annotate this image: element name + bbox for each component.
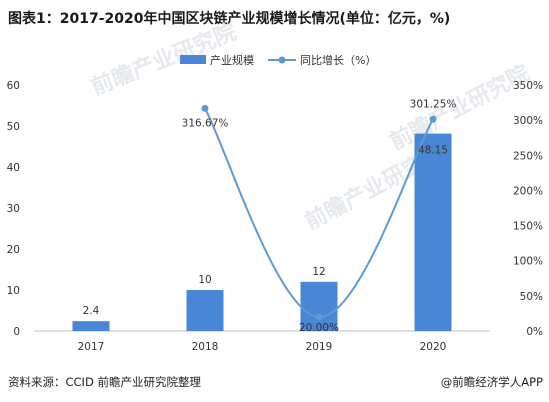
growth-point-2018: [201, 104, 209, 112]
bar-series: [72, 133, 452, 331]
x-tick-label: 2018: [192, 341, 219, 353]
legend-bar-swatch: [180, 55, 206, 64]
growth-point-2020: [429, 115, 437, 123]
bar-2017: [72, 321, 110, 331]
right-tick-label: 350%: [513, 80, 543, 92]
left-tick-label: 40: [7, 162, 20, 174]
x-tick-label: 2020: [420, 341, 447, 353]
right-tick-label: 150%: [513, 221, 543, 233]
right-tick-label: 200%: [513, 185, 543, 197]
growth-label-2020: 301.25%: [410, 98, 457, 110]
x-axis: 2017 2018 2019 2020: [34, 330, 490, 353]
left-tick-label: 10: [7, 285, 20, 297]
legend-line-label: 同比增长（%）: [300, 53, 376, 67]
left-tick-label: 20: [7, 244, 20, 256]
source-note: 资料来源：CCID 前瞻产业研究院整理: [8, 375, 201, 389]
right-tick-label: 50%: [520, 291, 543, 303]
x-tick-label: 2019: [306, 341, 333, 353]
bar-2019: [300, 281, 338, 331]
bar-label-2019: 12: [312, 266, 325, 278]
legend: 产业规模 同比增长（%）: [180, 53, 376, 67]
left-tick-label: 60: [7, 80, 20, 92]
legend-bar-label: 产业规模: [210, 53, 254, 67]
x-tick-label: 2017: [78, 341, 105, 353]
right-tick-label: 250%: [513, 150, 543, 162]
left-tick-label: 30: [7, 203, 20, 215]
right-tick-label: 100%: [513, 256, 543, 268]
left-y-axis: 0 10 20 30 40 50 60: [7, 80, 20, 338]
bar-2018: [186, 290, 224, 331]
bar-label-2020: 48.15: [418, 145, 448, 157]
left-tick-label: 50: [7, 121, 20, 133]
growth-point-2019: [315, 313, 323, 321]
bar-label-2017: 2.4: [83, 305, 100, 317]
chart-title: 图表1：2017-2020年中国区块链产业规模增长情况(单位：亿元，%): [8, 11, 451, 27]
bar-label-2018: 10: [198, 274, 211, 286]
right-y-axis: 0% 50% 100% 150% 200% 250% 300% 350%: [513, 80, 543, 338]
right-tick-label: 300%: [513, 115, 543, 127]
line-series: [201, 104, 437, 321]
watermark-text-2: 前瞻产业研究院: [386, 60, 534, 155]
bar-2020: [414, 133, 452, 331]
left-tick-label: 0: [13, 326, 20, 338]
growth-label-2019: 20.00%: [299, 322, 339, 334]
data-labels: 2.4 10 12 48.15 316.67% 20.00% 301.25%: [83, 98, 457, 334]
legend-line-marker: [278, 56, 286, 64]
credit-note: @前瞻经济学人APP: [440, 375, 543, 389]
growth-label-2018: 316.67%: [182, 117, 229, 129]
right-tick-label: 0%: [526, 326, 543, 338]
